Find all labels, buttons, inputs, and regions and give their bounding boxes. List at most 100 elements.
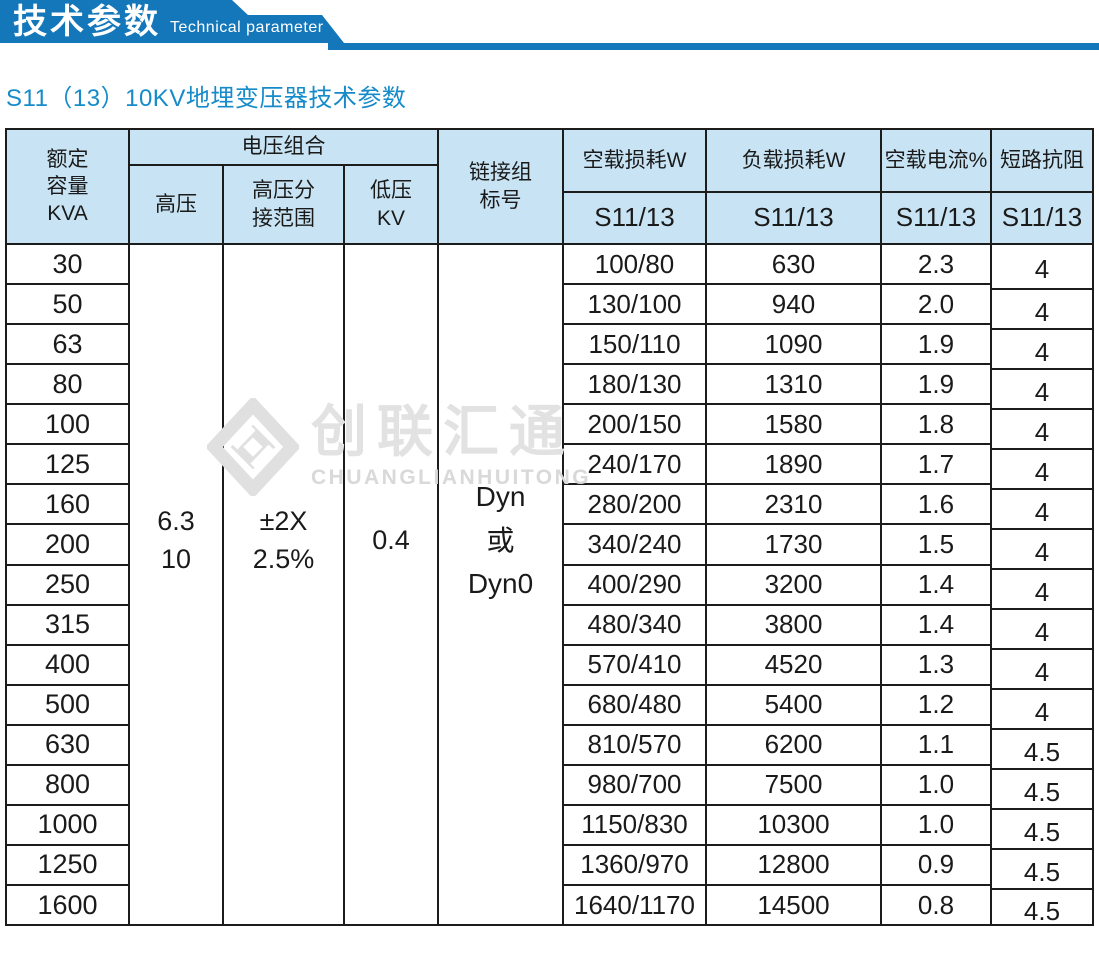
cell-no-load-loss: 480/340 <box>564 606 705 646</box>
table-header: 额定 容量 KVA 电压组合 高压 高压分 接范围 低压 KV 链接组 标号 空… <box>7 130 1092 245</box>
table-body: 30 50 63 80 100 125 160 200 250 315 400 500 630 800 10… <box>7 245 1092 926</box>
cell-load-loss: 2310 <box>707 485 880 526</box>
column-high-voltage: 6.3 10 <box>130 245 224 924</box>
cell-impedance: 4.5 <box>992 810 1092 850</box>
header-rated-capacity: 额定 容量 KVA <box>7 130 130 243</box>
cell-impedance: 4 <box>992 290 1092 330</box>
header-model: S11/13 <box>753 202 834 233</box>
cell-capacity: 100 <box>7 405 128 446</box>
cell-no-load-loss: 240/170 <box>564 445 705 486</box>
cell-impedance: 4 <box>992 690 1092 730</box>
header-model: S11/13 <box>594 202 675 233</box>
cell-load-loss: 1090 <box>707 325 880 366</box>
cell-load-loss: 12800 <box>707 846 880 886</box>
cell-no-load-current: 0.9 <box>882 846 990 886</box>
cell-capacity: 200 <box>7 525 128 566</box>
cell-impedance: 4.5 <box>992 770 1092 810</box>
column-rated-capacity: 30 50 63 80 100 125 160 200 250 315 400 500 630 800 10… <box>7 245 130 924</box>
banner-title: 技术参数 <box>13 3 161 41</box>
cell-capacity: 30 <box>7 245 128 286</box>
cell-capacity: 1250 <box>7 846 128 886</box>
cell-load-loss: 1890 <box>707 445 880 486</box>
column-low-voltage: 0.4 <box>345 245 439 924</box>
cell-no-load-loss: 180/130 <box>564 365 705 406</box>
banner-subtitle: Technical parameter <box>170 19 324 36</box>
cell-capacity: 160 <box>7 485 128 526</box>
header-banner-strip <box>328 43 1099 50</box>
cell-capacity: 125 <box>7 445 128 486</box>
cell-impedance: 4 <box>992 330 1092 370</box>
cell-no-load-loss: 1360/970 <box>564 846 705 886</box>
column-hv-tap-range: ±2X 2.5% <box>224 245 345 924</box>
cell-capacity: 80 <box>7 365 128 406</box>
cell-no-load-current: 1.3 <box>882 646 990 686</box>
column-no-load-current: 2.3 2.0 1.9 1.9 1.8 1.7 1.6 1.5 1.4 1.4 1.3 1.2 1.1 1… <box>882 245 992 924</box>
cell-no-load-current: 2.0 <box>882 285 990 326</box>
cell-capacity: 400 <box>7 646 128 686</box>
cell-capacity: 50 <box>7 285 128 326</box>
cell-no-load-current: 1.2 <box>882 686 990 726</box>
cell-load-loss: 14500 <box>757 889 830 920</box>
cell-capacity: 800 <box>7 766 128 806</box>
cell-no-load-current: 1.9 <box>882 325 990 366</box>
cell-no-load-current: 1.7 <box>882 445 990 486</box>
header-vector-group: 链接组 标号 <box>439 130 564 243</box>
cell-no-load-loss: 400/290 <box>564 566 705 606</box>
cell-no-load-loss: 130/100 <box>564 285 705 326</box>
cell-no-load-loss: 1640/1170 <box>574 889 695 920</box>
header-low-voltage: 低压 KV <box>370 179 412 230</box>
cell-no-load-current: 0.8 <box>917 889 955 920</box>
cell-capacity: 63 <box>7 325 128 366</box>
cell-load-loss: 5400 <box>707 686 880 726</box>
cell-no-load-loss: 340/240 <box>564 525 705 566</box>
cell-impedance: 4 <box>992 530 1092 570</box>
cell-high-voltage: 6.3 10 <box>157 505 195 574</box>
cell-no-load-loss: 680/480 <box>564 686 705 726</box>
cell-no-load-current: 1.8 <box>882 405 990 446</box>
cell-load-loss: 630 <box>707 245 880 286</box>
cell-vector-group: Dyn 或 Dyn0 <box>467 481 534 600</box>
cell-low-voltage: 0.4 <box>372 524 410 555</box>
cell-impedance: 4 <box>992 650 1092 690</box>
header-no-load-loss-group: 空载损耗W S11/13 <box>564 130 707 243</box>
cell-no-load-loss: 810/570 <box>564 726 705 766</box>
cell-capacity: 315 <box>7 606 128 646</box>
cell-capacity: 630 <box>7 726 128 766</box>
cell-no-load-loss: 570/410 <box>564 646 705 686</box>
header-load-loss-group: 负载损耗W S11/13 <box>707 130 882 243</box>
header-load-loss: 负载损耗W <box>707 130 880 193</box>
cell-load-loss: 3800 <box>707 606 880 646</box>
cell-no-load-loss: 1150/830 <box>564 806 705 846</box>
cell-load-loss: 7500 <box>707 766 880 806</box>
cell-hv-tap-range: ±2X 2.5% <box>252 505 315 574</box>
cell-load-loss: 1730 <box>707 525 880 566</box>
cell-no-load-current: 1.9 <box>882 365 990 406</box>
column-impedance: 4 4 4 4 4 4 4 4 4 4 4 4 4.5 4.5 4.5 4.5 4.5 <box>992 245 1092 926</box>
column-load-loss: 630 940 1090 1310 1580 1890 2310 1730 3200 3800 45… <box>707 245 882 924</box>
column-no-load-loss: 100/80 130/100 150/110 180/130 200/150 240/17… <box>564 245 707 924</box>
cell-load-loss: 10300 <box>707 806 880 846</box>
cell-impedance: 4 <box>992 370 1092 410</box>
cell-load-loss: 1310 <box>707 365 880 406</box>
cell-load-loss: 6200 <box>707 726 880 766</box>
cell-load-loss: 940 <box>707 285 880 326</box>
header-voltage-combination: 电压组合 <box>130 130 437 166</box>
column-vector-group: Dyn 或 Dyn0 <box>439 245 564 924</box>
header-hv-tap-range: 高压分 接范围 <box>224 166 345 243</box>
header-voltage-subrow: 高压 高压分 接范围 低压 KV <box>130 166 437 243</box>
cell-impedance: 4 <box>992 245 1092 290</box>
header-impedance: 短路抗阻 <box>992 130 1092 193</box>
header-high-voltage: 高压 <box>130 166 224 243</box>
cell-capacity: 1000 <box>7 806 128 846</box>
cell-impedance: 4 <box>992 450 1092 490</box>
cell-capacity: 1600 <box>37 889 98 920</box>
cell-no-load-current: 1.5 <box>882 525 990 566</box>
cell-no-load-loss: 980/700 <box>564 766 705 806</box>
cell-no-load-current: 2.3 <box>882 245 990 286</box>
cell-impedance: 4 <box>992 570 1092 610</box>
cell-capacity: 500 <box>7 686 128 726</box>
cell-impedance: 4.5 <box>992 850 1092 890</box>
cell-impedance: 4 <box>992 410 1092 450</box>
cell-no-load-current: 1.1 <box>882 726 990 766</box>
